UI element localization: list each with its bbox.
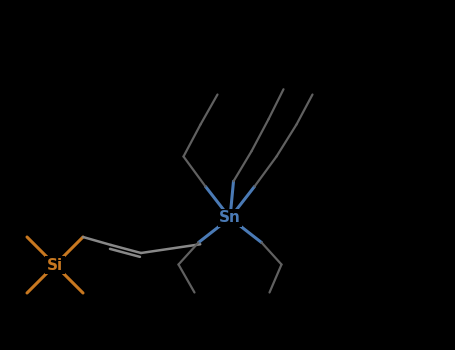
Text: Si: Si [47, 258, 63, 273]
Text: Sn: Sn [219, 210, 241, 225]
